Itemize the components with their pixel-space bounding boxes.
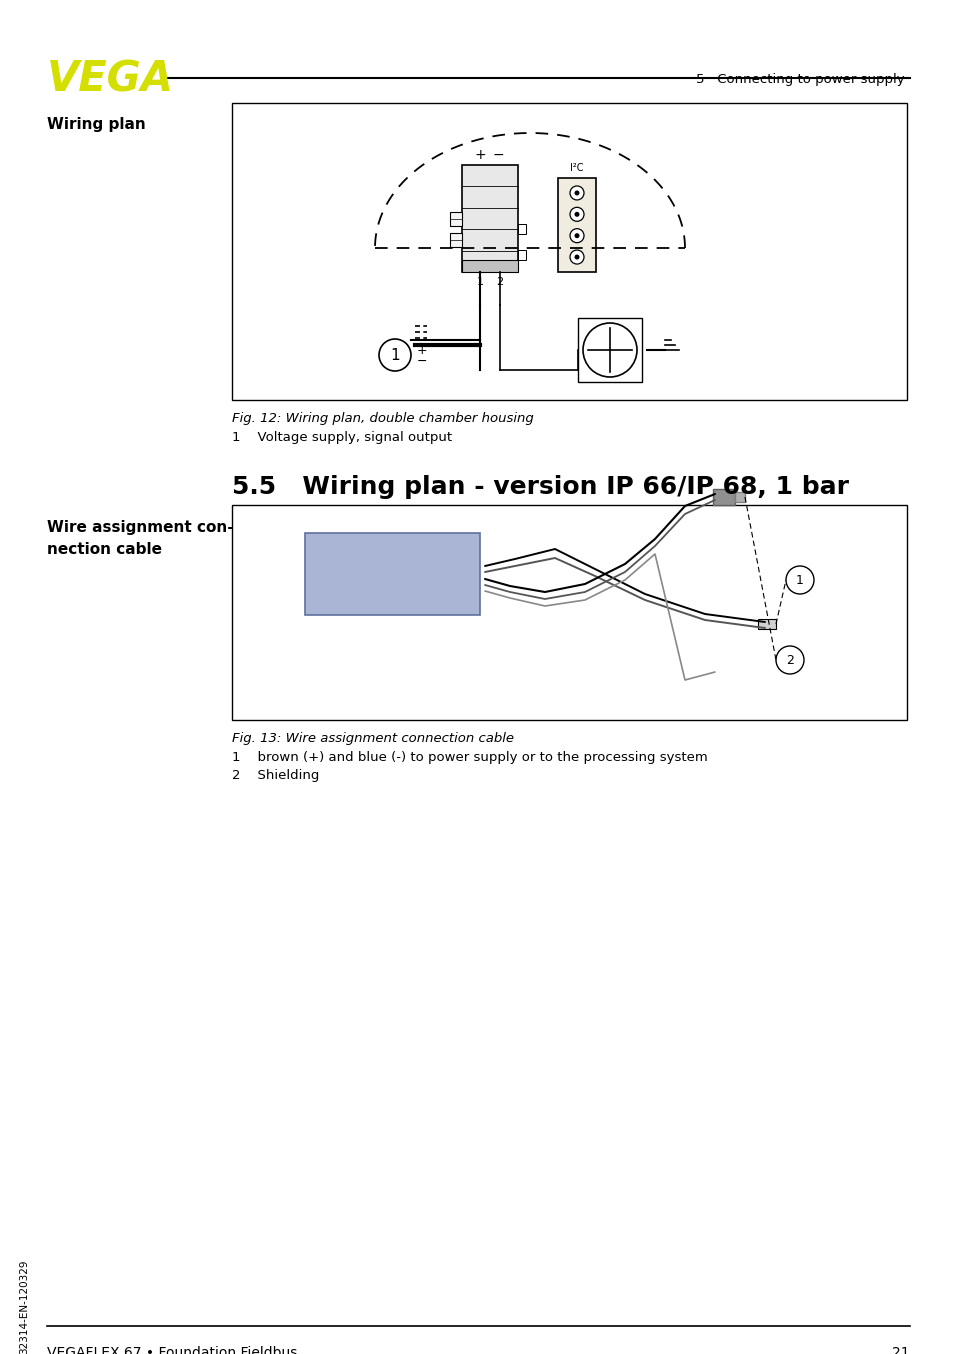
Text: 1    Voltage supply, signal output: 1 Voltage supply, signal output <box>232 431 452 444</box>
Text: 1: 1 <box>390 348 399 363</box>
Text: 2: 2 <box>496 278 503 287</box>
Text: −: − <box>492 148 503 162</box>
Text: 32314-EN-120329: 32314-EN-120329 <box>19 1261 29 1354</box>
Bar <box>305 533 479 615</box>
Circle shape <box>574 255 578 260</box>
Text: Wire assignment con-: Wire assignment con- <box>47 520 233 535</box>
Circle shape <box>574 211 578 217</box>
Text: +: + <box>416 344 427 357</box>
Text: 1    brown (+) and blue (-) to power supply or to the processing system: 1 brown (+) and blue (-) to power supply… <box>232 751 707 764</box>
Bar <box>578 318 641 382</box>
Circle shape <box>569 250 583 264</box>
Text: nection cable: nection cable <box>47 542 162 556</box>
Bar <box>517 250 525 260</box>
Circle shape <box>569 229 583 242</box>
Text: 5.5   Wiring plan - version IP 66/IP 68, 1 bar: 5.5 Wiring plan - version IP 66/IP 68, 1… <box>232 475 848 500</box>
Circle shape <box>378 338 411 371</box>
Text: 1: 1 <box>795 574 803 586</box>
Bar <box>712 489 734 505</box>
Text: 5   Connecting to power supply: 5 Connecting to power supply <box>696 73 904 87</box>
Bar <box>232 103 906 399</box>
Bar <box>517 225 525 234</box>
Bar <box>450 211 461 226</box>
Circle shape <box>582 324 637 376</box>
Text: Fig. 13: Wire assignment connection cable: Fig. 13: Wire assignment connection cabl… <box>232 733 514 745</box>
Text: +: + <box>474 148 485 162</box>
Circle shape <box>574 191 578 195</box>
Bar <box>558 177 596 272</box>
Text: 2: 2 <box>785 654 793 666</box>
Bar <box>734 492 744 502</box>
Text: I²C: I²C <box>570 162 583 173</box>
Bar <box>232 505 906 720</box>
Circle shape <box>785 566 813 594</box>
Circle shape <box>574 233 578 238</box>
Bar <box>758 619 775 630</box>
Text: VEGAFLEX 67 • Foundation Fieldbus: VEGAFLEX 67 • Foundation Fieldbus <box>47 1346 297 1354</box>
Bar <box>461 260 517 272</box>
Text: 21: 21 <box>891 1346 909 1354</box>
Text: 1: 1 <box>476 278 483 287</box>
Bar <box>450 233 461 246</box>
Bar <box>461 165 517 272</box>
Circle shape <box>569 185 583 200</box>
Text: 2    Shielding: 2 Shielding <box>232 769 319 783</box>
Circle shape <box>569 207 583 221</box>
Text: −: − <box>416 355 427 367</box>
Circle shape <box>775 646 803 674</box>
Text: Wiring plan: Wiring plan <box>47 116 146 131</box>
Text: Fig. 12: Wiring plan, double chamber housing: Fig. 12: Wiring plan, double chamber hou… <box>232 412 533 425</box>
Text: VEGA: VEGA <box>47 58 173 100</box>
